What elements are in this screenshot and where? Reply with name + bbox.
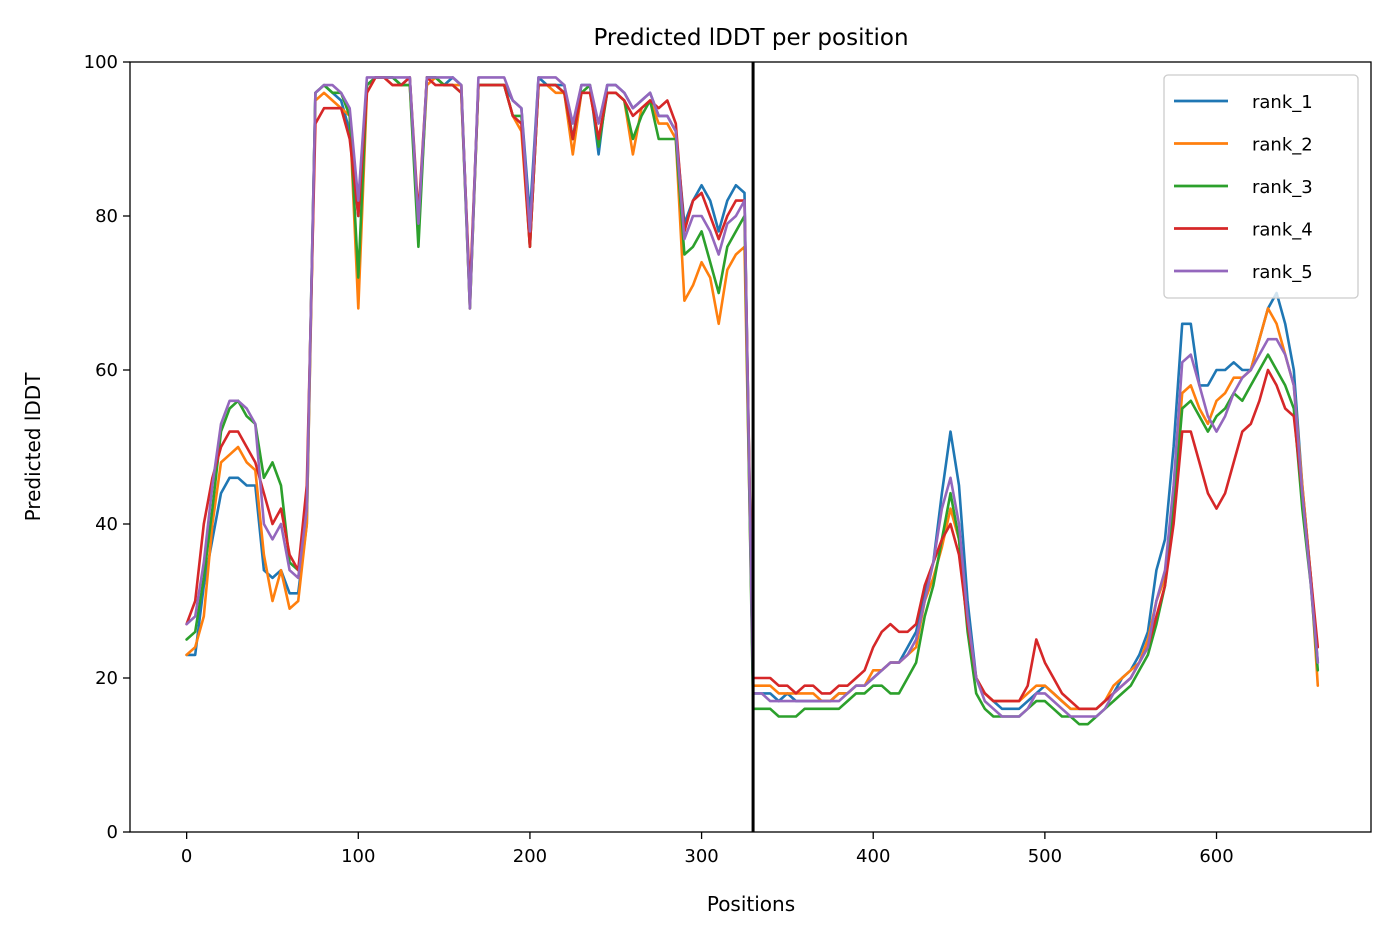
y-tick-label: 20 <box>95 668 118 689</box>
y-axis-label: Predicted lDDT <box>21 372 45 522</box>
legend-label-rank-4: rank_4 <box>1252 220 1313 241</box>
y-tick-label: 0 <box>107 822 118 843</box>
x-tick-label: 400 <box>856 846 890 867</box>
y-tick-label: 100 <box>84 52 118 73</box>
y-tick-label: 60 <box>95 360 118 381</box>
x-tick-label: 500 <box>1028 846 1062 867</box>
legend-box <box>1163 74 1359 299</box>
legend-label-rank-5: rank_5 <box>1252 262 1313 283</box>
axes-frame <box>129 61 1372 833</box>
legend-label-rank-3: rank_3 <box>1252 177 1313 198</box>
legend-label-rank-2: rank_2 <box>1252 135 1313 156</box>
legend-label-rank-1: rank_1 <box>1252 92 1313 113</box>
x-axis-label: Positions <box>707 892 795 916</box>
x-tick-label: 300 <box>684 846 718 867</box>
plot-area <box>129 61 1372 833</box>
chart-title: Predicted lDDT per position <box>593 25 908 51</box>
y-tick-label: 80 <box>95 206 118 227</box>
y-axis-ticks: 0 20 40 60 80 100 <box>84 52 130 843</box>
x-axis-ticks: 0 100 200 300 400 500 600 <box>181 832 1234 867</box>
x-tick-label: 0 <box>181 846 192 867</box>
legend-items: rank_1 rank_2 rank_3 rank_4 rank_5 <box>1174 92 1313 283</box>
y-tick-label: 40 <box>95 514 118 535</box>
x-tick-label: 600 <box>1199 846 1233 867</box>
x-tick-label: 200 <box>513 846 547 867</box>
legend: rank_1 rank_2 rank_3 rank_4 rank_5 <box>1163 74 1359 299</box>
x-tick-label: 100 <box>341 846 375 867</box>
